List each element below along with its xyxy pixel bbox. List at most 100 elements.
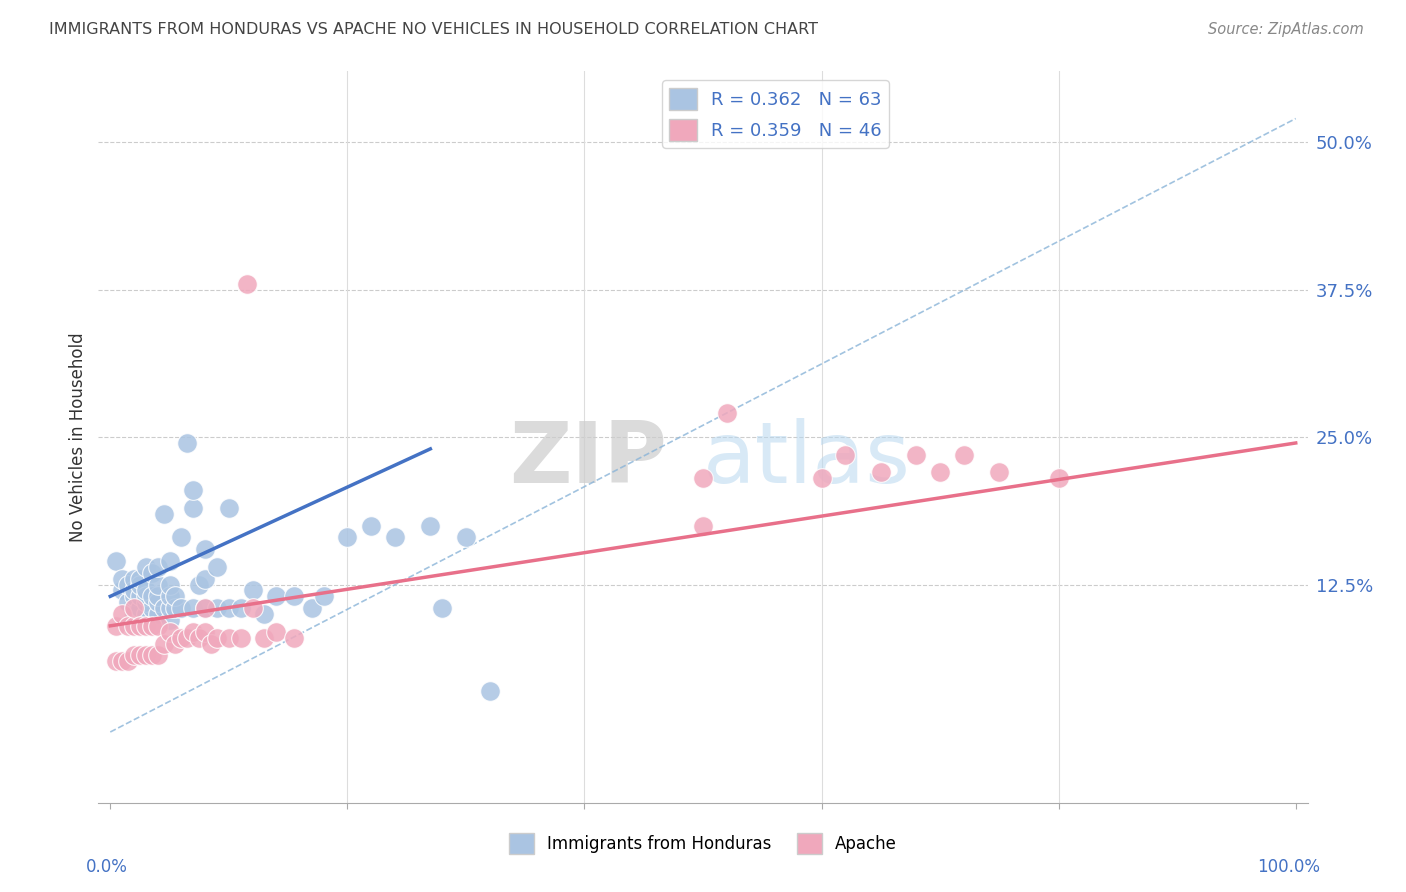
Point xyxy=(141,566,163,580)
Point xyxy=(122,590,145,604)
Point xyxy=(454,530,477,544)
Point xyxy=(242,601,264,615)
Point xyxy=(384,530,406,544)
Point xyxy=(117,595,139,609)
Point xyxy=(200,636,222,650)
Point xyxy=(194,542,217,557)
Point xyxy=(181,483,204,498)
Text: IMMIGRANTS FROM HONDURAS VS APACHE NO VEHICLES IN HOUSEHOLD CORRELATION CHART: IMMIGRANTS FROM HONDURAS VS APACHE NO VE… xyxy=(49,22,818,37)
Point xyxy=(181,500,204,515)
Point xyxy=(159,624,181,639)
Point xyxy=(129,648,152,663)
Point xyxy=(122,572,145,586)
Point xyxy=(105,554,128,568)
Point xyxy=(194,624,217,639)
Point xyxy=(194,601,217,615)
Point xyxy=(135,590,157,604)
Point xyxy=(111,572,134,586)
Point xyxy=(152,507,174,521)
Point xyxy=(165,601,187,615)
Point xyxy=(253,631,276,645)
Point xyxy=(176,631,198,645)
Text: 0.0%: 0.0% xyxy=(86,858,128,876)
Point xyxy=(135,648,157,663)
Legend: Immigrants from Honduras, Apache: Immigrants from Honduras, Apache xyxy=(502,827,904,860)
Point xyxy=(716,407,738,421)
Point xyxy=(141,601,163,615)
Point xyxy=(283,631,305,645)
Point xyxy=(111,654,134,668)
Point xyxy=(218,601,240,615)
Point xyxy=(205,559,228,574)
Point xyxy=(218,500,240,515)
Point xyxy=(122,619,145,633)
Point xyxy=(194,572,217,586)
Point xyxy=(988,466,1011,480)
Text: Source: ZipAtlas.com: Source: ZipAtlas.com xyxy=(1208,22,1364,37)
Point xyxy=(111,583,134,598)
Point xyxy=(135,583,157,598)
Point xyxy=(264,590,287,604)
Point xyxy=(264,624,287,639)
Point xyxy=(105,654,128,668)
Point xyxy=(229,601,252,615)
Point xyxy=(301,601,323,615)
Point xyxy=(360,518,382,533)
Point xyxy=(312,590,335,604)
Point xyxy=(218,631,240,645)
Point xyxy=(929,466,952,480)
Text: ZIP: ZIP xyxy=(509,417,666,500)
Point xyxy=(188,577,211,591)
Point xyxy=(152,601,174,615)
Point xyxy=(205,601,228,615)
Point xyxy=(146,559,169,574)
Point xyxy=(135,607,157,621)
Point xyxy=(129,577,152,591)
Point xyxy=(478,683,501,698)
Point xyxy=(129,619,152,633)
Point xyxy=(111,607,134,621)
Point xyxy=(170,631,193,645)
Point xyxy=(159,601,181,615)
Point xyxy=(141,619,163,633)
Point xyxy=(141,590,163,604)
Point xyxy=(159,577,181,591)
Point xyxy=(129,572,152,586)
Point xyxy=(159,590,181,604)
Point xyxy=(253,607,276,621)
Point xyxy=(122,607,145,621)
Point xyxy=(170,601,193,615)
Point xyxy=(105,619,128,633)
Point xyxy=(122,601,145,615)
Point xyxy=(146,619,169,633)
Point xyxy=(117,577,139,591)
Point xyxy=(135,595,157,609)
Point xyxy=(165,636,187,650)
Point xyxy=(419,518,441,533)
Point xyxy=(146,590,169,604)
Point xyxy=(146,595,169,609)
Point xyxy=(336,530,359,544)
Point xyxy=(242,583,264,598)
Text: atlas: atlas xyxy=(703,417,911,500)
Point xyxy=(229,631,252,645)
Point xyxy=(146,648,169,663)
Text: 100.0%: 100.0% xyxy=(1257,858,1320,876)
Point xyxy=(952,448,974,462)
Point xyxy=(129,590,152,604)
Point xyxy=(283,590,305,604)
Y-axis label: No Vehicles in Household: No Vehicles in Household xyxy=(69,332,87,542)
Point xyxy=(117,619,139,633)
Point xyxy=(159,613,181,627)
Point xyxy=(834,448,856,462)
Point xyxy=(692,518,714,533)
Point xyxy=(135,559,157,574)
Point xyxy=(205,631,228,645)
Point xyxy=(152,636,174,650)
Point xyxy=(165,590,187,604)
Point xyxy=(117,654,139,668)
Point xyxy=(188,631,211,645)
Point xyxy=(176,436,198,450)
Point xyxy=(810,471,832,485)
Point xyxy=(181,624,204,639)
